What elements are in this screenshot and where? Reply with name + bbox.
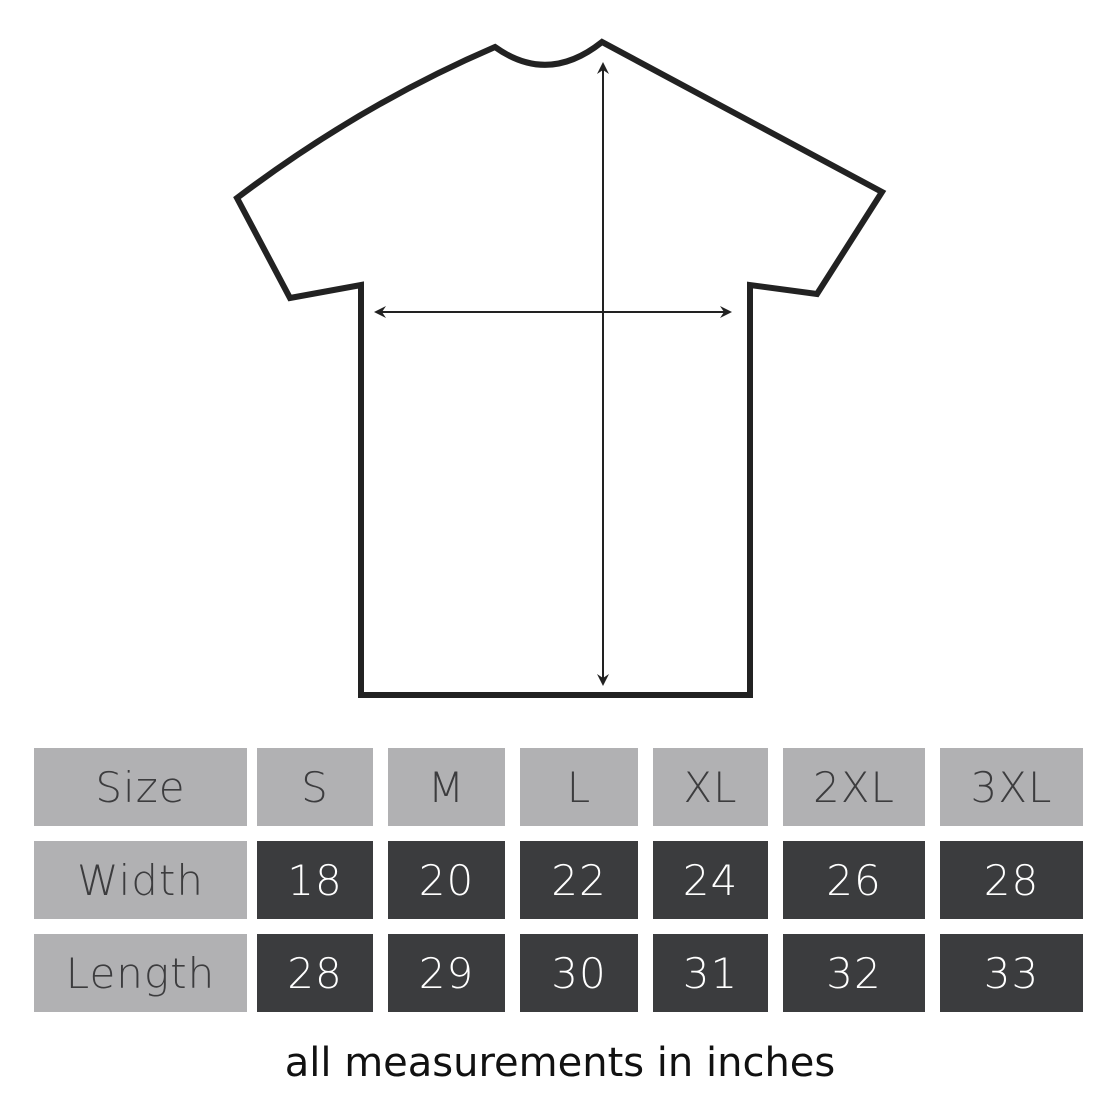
row-header-size: Size bbox=[34, 748, 247, 826]
size-header-cell: L bbox=[520, 748, 638, 826]
tshirt-outline bbox=[233, 38, 887, 698]
value-cell: 18 bbox=[257, 841, 373, 919]
size-header-cell: 2XL bbox=[783, 748, 925, 826]
value-cell: 33 bbox=[940, 934, 1083, 1012]
size-header-cell: M bbox=[388, 748, 505, 826]
value-cell: 24 bbox=[653, 841, 768, 919]
value-cell: 29 bbox=[388, 934, 505, 1012]
size-header-cell: 3XL bbox=[940, 748, 1083, 826]
size-header-cell: S bbox=[257, 748, 373, 826]
value-cell: 28 bbox=[257, 934, 373, 1012]
value-cell: 22 bbox=[520, 841, 638, 919]
tshirt-diagram bbox=[233, 38, 887, 698]
size-header-cell: XL bbox=[653, 748, 768, 826]
value-cell: 28 bbox=[940, 841, 1083, 919]
row-header-width: Width bbox=[34, 841, 247, 919]
measurement-note: all measurements in inches bbox=[284, 1040, 836, 1086]
row-header-length: Length bbox=[34, 934, 247, 1012]
value-cell: 31 bbox=[653, 934, 768, 1012]
value-cell: 20 bbox=[388, 841, 505, 919]
value-cell: 30 bbox=[520, 934, 638, 1012]
value-cell: 26 bbox=[783, 841, 925, 919]
value-cell: 32 bbox=[783, 934, 925, 1012]
